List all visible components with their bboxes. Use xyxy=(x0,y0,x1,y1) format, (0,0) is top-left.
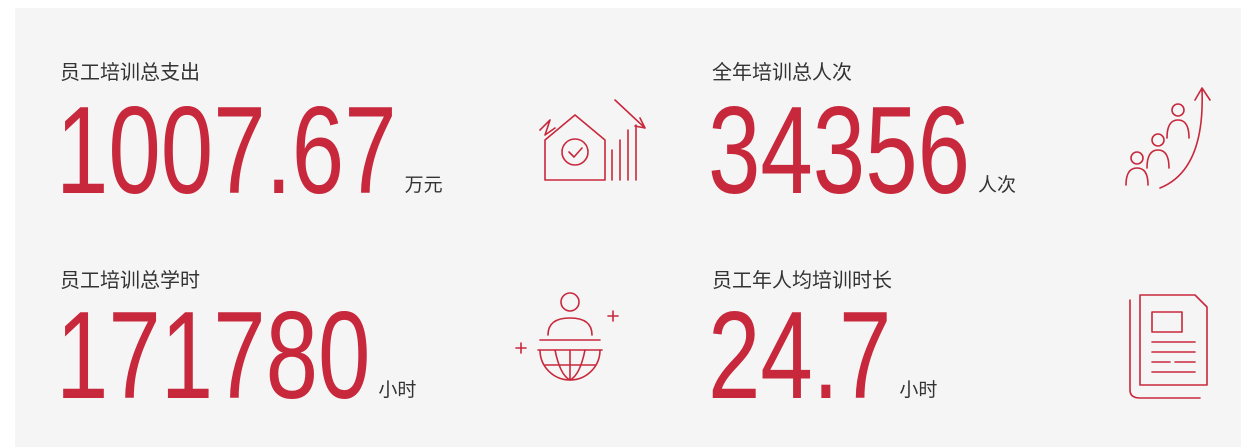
attendance-icon xyxy=(1125,87,1211,189)
stat-value: 171780 xyxy=(56,287,370,425)
stat-unit: 小时 xyxy=(899,379,937,401)
hours-icon xyxy=(515,292,619,381)
stat-label: 员工培训总学时 xyxy=(60,269,200,292)
stat-label: 员工年人均培训时长 xyxy=(712,269,892,292)
stat-label: 员工培训总支出 xyxy=(60,61,200,84)
stat-value: 1007.67 xyxy=(56,82,397,220)
stat-unit: 人次 xyxy=(978,174,1016,196)
stat-value: 34356 xyxy=(708,82,970,220)
stat-label: 全年培训总人次 xyxy=(712,61,852,84)
duration-icon xyxy=(1129,294,1208,399)
panel-background xyxy=(15,8,1241,447)
stat-value: 24.7 xyxy=(708,287,891,425)
expense-icon xyxy=(539,99,646,181)
stat-unit: 万元 xyxy=(405,175,443,196)
stat-unit: 小时 xyxy=(378,379,416,401)
